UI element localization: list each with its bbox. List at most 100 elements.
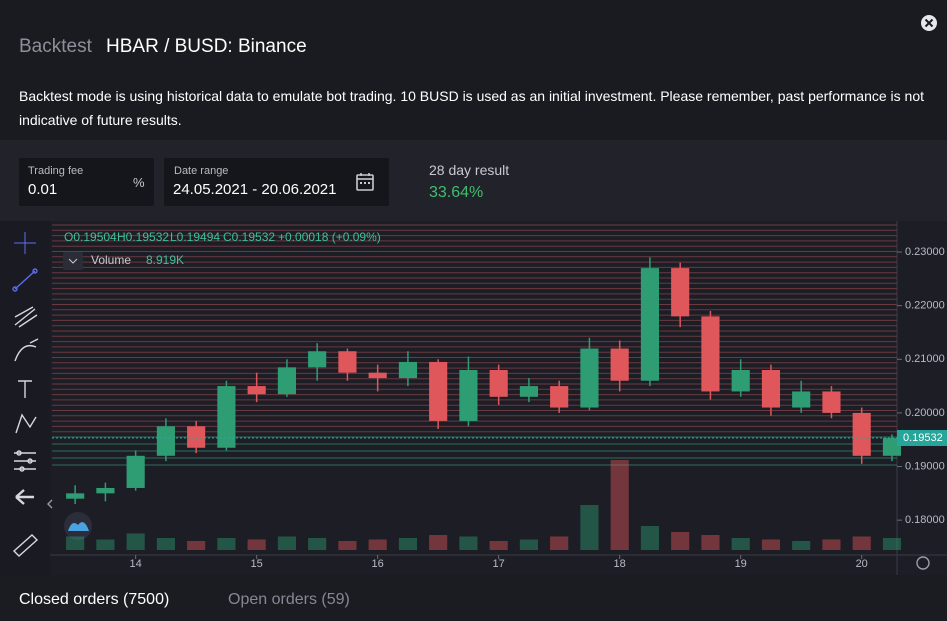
volume-bar bbox=[519, 539, 539, 550]
y-tick-label: 0.20000 bbox=[905, 407, 945, 419]
candle-body bbox=[126, 455, 145, 488]
volume-bar bbox=[640, 526, 660, 550]
volume-bar bbox=[459, 536, 478, 550]
candle-body bbox=[882, 438, 902, 456]
chart: 0.23000 0.22000 0.21000 0.20000 0.19000 0.180… bbox=[0, 221, 947, 575]
last-price-label: 0.19532 bbox=[903, 432, 943, 444]
volume-bar bbox=[96, 539, 115, 550]
volume-bar bbox=[701, 535, 720, 550]
x-tick-label: 15 bbox=[251, 558, 263, 570]
candle-body bbox=[398, 361, 417, 379]
ohlc-legend: +0.00018 (+0.09%) bbox=[278, 230, 381, 244]
volume-bar bbox=[550, 536, 569, 550]
candle-body bbox=[217, 386, 236, 448]
volume-bar bbox=[792, 541, 811, 550]
trading-fee-field[interactable] bbox=[19, 158, 154, 206]
result-label: 28 day result bbox=[429, 162, 510, 178]
volume-bar bbox=[277, 536, 296, 550]
volume-bar bbox=[217, 538, 236, 550]
y-tick-label: 0.18000 bbox=[905, 514, 945, 526]
x-tick-label: 18 bbox=[614, 558, 626, 570]
x-tick-label: 16 bbox=[372, 558, 384, 570]
candle-body bbox=[519, 386, 539, 397]
tab-closed-orders[interactable]: Closed orders (7500) bbox=[19, 591, 170, 608]
candle-body bbox=[580, 348, 599, 408]
ohlc-legend: H0.19532 bbox=[117, 230, 169, 244]
candle-body bbox=[156, 426, 175, 456]
header-title: HBAR / BUSD: Binance bbox=[106, 36, 307, 57]
y-tick-label: 0.19000 bbox=[905, 460, 945, 472]
ohlc-legend: O0.19504 bbox=[64, 230, 117, 244]
volume-legend-label: Volume bbox=[91, 253, 131, 267]
volume-bar bbox=[368, 539, 387, 550]
order-levels bbox=[52, 224, 897, 466]
x-tick-label: 17 bbox=[493, 558, 505, 570]
candle-body bbox=[338, 351, 357, 373]
y-tick-label: 0.21000 bbox=[905, 353, 945, 365]
volume-toggle bbox=[63, 252, 83, 270]
candle-body bbox=[701, 316, 720, 392]
candle-body bbox=[640, 268, 660, 381]
calendar-icon[interactable] bbox=[355, 172, 375, 192]
candle-body bbox=[277, 367, 296, 395]
volume-bar bbox=[852, 536, 871, 550]
ohlc-legend: C0.19532 bbox=[223, 230, 275, 244]
volume-bar bbox=[671, 532, 690, 550]
volume-bar bbox=[156, 538, 175, 550]
candle-body bbox=[822, 391, 841, 413]
volume-bar bbox=[66, 536, 85, 550]
volume-legend-value: 8.919K bbox=[146, 253, 184, 267]
volume-toggle-icon bbox=[68, 258, 78, 264]
volume-bar bbox=[731, 538, 750, 550]
header-prefix: Backtest bbox=[19, 36, 92, 57]
field-value: 0.01 bbox=[28, 181, 58, 198]
volume-bar bbox=[338, 541, 357, 550]
settings-icon[interactable] bbox=[916, 556, 930, 570]
tabs bbox=[0, 575, 947, 621]
volume-bar bbox=[580, 505, 599, 550]
logo-icon bbox=[68, 522, 89, 531]
candle-body bbox=[610, 348, 629, 381]
candle-body bbox=[761, 370, 781, 408]
ohlc-legend: L0.19494 bbox=[170, 230, 220, 244]
candle-body bbox=[489, 370, 508, 397]
candle-body bbox=[308, 351, 327, 368]
toolbar-icons[interactable] bbox=[12, 306, 53, 557]
toolbar-icons[interactable] bbox=[12, 232, 38, 292]
volume-bar bbox=[187, 541, 206, 550]
candle-body bbox=[731, 370, 750, 392]
candle-body bbox=[459, 370, 478, 421]
field-value: 24.05.2021 - 20.06.2021 bbox=[173, 181, 337, 198]
field-label: Trading fee bbox=[28, 165, 84, 177]
y-tick-label: 0.22000 bbox=[905, 300, 945, 312]
volume-bar bbox=[822, 539, 841, 550]
candle-body bbox=[671, 268, 690, 317]
settings-bar bbox=[0, 140, 947, 221]
candle-body bbox=[429, 361, 448, 421]
volume-bar bbox=[761, 539, 781, 550]
field-unit: % bbox=[133, 175, 145, 190]
x-tick-label: 19 bbox=[735, 558, 747, 570]
volume-bar bbox=[610, 460, 629, 550]
volume-bar bbox=[308, 538, 327, 550]
volume-bar bbox=[398, 538, 417, 550]
volume-bar bbox=[882, 538, 902, 550]
volume-bar bbox=[429, 535, 448, 550]
result-value: 33.64% bbox=[429, 184, 484, 201]
candle-body bbox=[792, 391, 811, 408]
candle-body bbox=[96, 487, 115, 494]
close-button[interactable] bbox=[920, 14, 938, 32]
field-label: Date range bbox=[174, 165, 229, 177]
x-tick-label: 14 bbox=[130, 558, 142, 570]
candle-body bbox=[247, 386, 266, 395]
volume-bar bbox=[247, 539, 266, 550]
candle-body bbox=[550, 386, 569, 408]
volume-bar bbox=[126, 533, 145, 550]
x-tick-label: 20 bbox=[856, 558, 868, 570]
candle-body bbox=[66, 493, 85, 499]
candle-body bbox=[852, 412, 871, 456]
tab-open-orders[interactable]: Open orders (59) bbox=[228, 591, 350, 608]
last-price-box bbox=[897, 429, 947, 446]
date-range-field[interactable] bbox=[164, 158, 389, 206]
